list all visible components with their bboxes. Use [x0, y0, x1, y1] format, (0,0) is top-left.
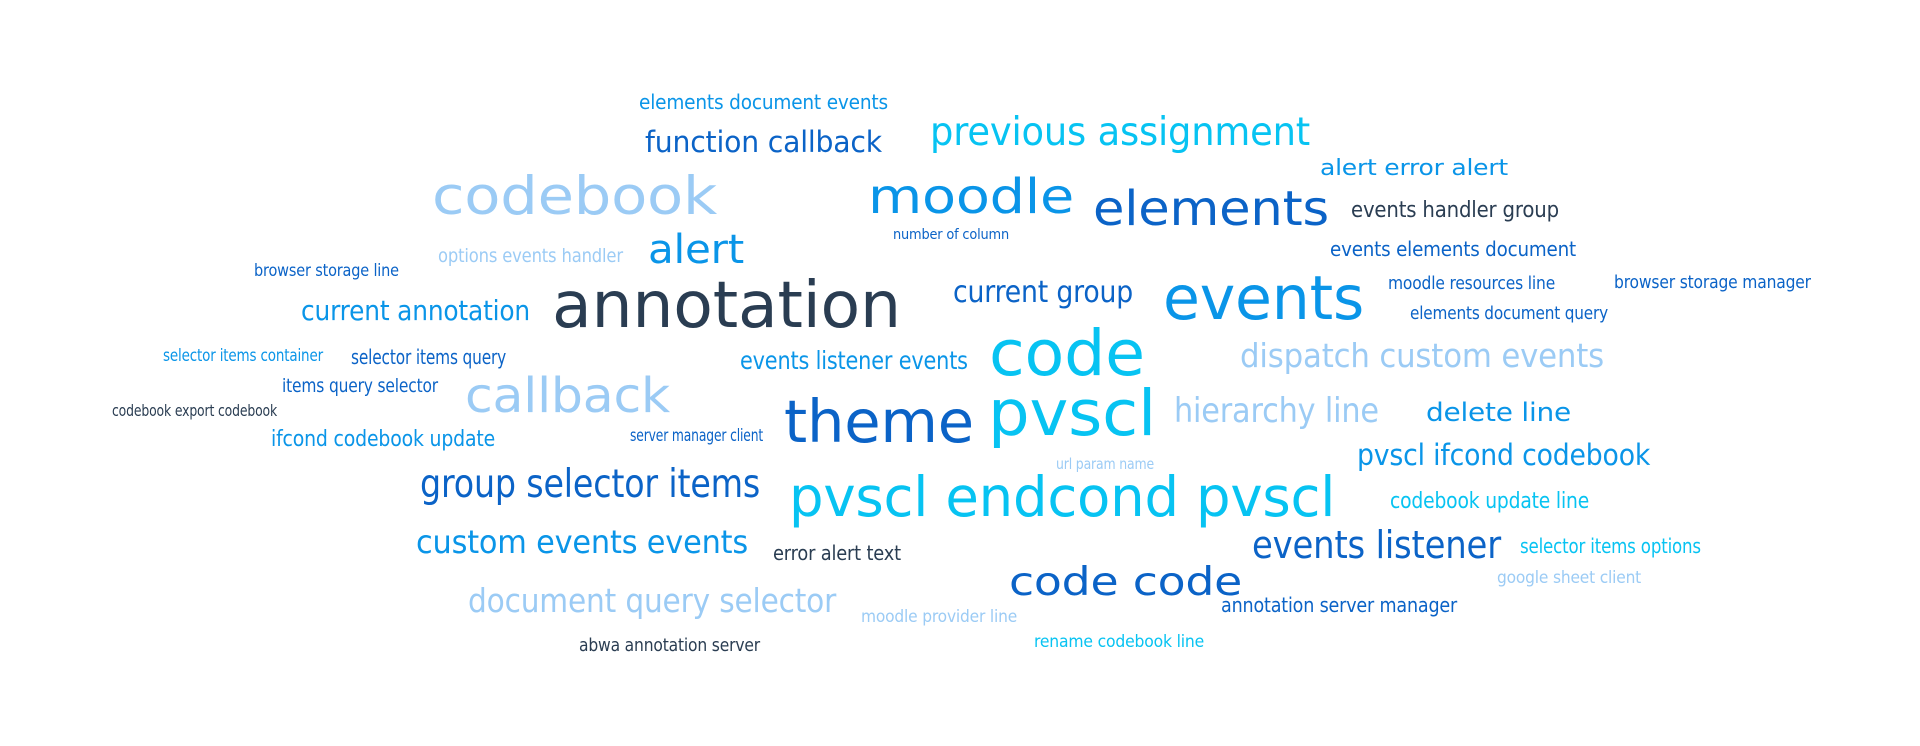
word-pvscl-endcond-pvscl: pvscl endcond pvscl	[789, 465, 1336, 529]
word-browser-storage-line: browser storage line	[254, 261, 399, 281]
word-error-alert-text: error alert text	[773, 541, 901, 565]
word-annotation: annotation	[552, 269, 901, 343]
word-delete-line: delete line	[1426, 398, 1572, 428]
word-annotation-server-manager: annotation server manager	[1221, 593, 1458, 617]
word-moodle: moodle	[868, 169, 1075, 225]
word-previous-assignment: previous assignment	[930, 110, 1311, 155]
word-function-callback: function callback	[645, 125, 882, 159]
word-document-query-selector: document query selector	[468, 581, 837, 620]
word-code-code: code code	[1009, 560, 1243, 605]
word-codebook-update-line: codebook update line	[1390, 489, 1590, 514]
word-current-group: current group	[953, 275, 1134, 310]
word-selector-items-container: selector items container	[163, 346, 323, 366]
word-custom-events-events: custom events events	[416, 523, 748, 561]
word-dispatch-custom-events: dispatch custom events	[1240, 336, 1605, 375]
word-codebook-export-codebook: codebook export codebook	[112, 401, 278, 420]
word-alert-error-alert: alert error alert	[1320, 156, 1508, 181]
word-selector-items-query: selector items query	[351, 345, 507, 369]
word-selector-items-options: selector items options	[1520, 534, 1701, 558]
word-rename-codebook-line: rename codebook line	[1034, 632, 1205, 652]
word-alert: alert	[648, 227, 745, 273]
word-options-events-handler: options events handler	[438, 245, 623, 267]
word-server-manager-client: server manager client	[630, 426, 764, 446]
word-items-query-selector: items query selector	[282, 375, 439, 397]
word-url-param-name: url param name	[1056, 455, 1155, 473]
word-ifcond-codebook-update: ifcond codebook update	[271, 427, 496, 452]
word-callback: callback	[465, 368, 671, 424]
word-number-of-column: number of column	[893, 227, 1009, 243]
word-group-selector-items: group selector items	[420, 462, 761, 507]
word-elements-document-events: elements document events	[639, 90, 888, 114]
word-events-elements-document: events elements document	[1330, 237, 1576, 261]
word-pvscl: pvscl	[988, 377, 1157, 450]
word-events-listener: events listener	[1252, 523, 1501, 567]
word-events: events	[1163, 263, 1365, 334]
word-elements: elements	[1093, 181, 1329, 237]
word-events-handler-group: events handler group	[1351, 198, 1559, 223]
word-hierarchy-line: hierarchy line	[1174, 391, 1379, 431]
word-theme: theme	[784, 387, 974, 456]
word-pvscl-ifcond-codebook: pvscl ifcond codebook	[1357, 438, 1651, 472]
word-events-listener-events: events listener events	[740, 346, 968, 375]
word-abwa-annotation-server: abwa annotation server	[579, 635, 760, 656]
word-moodle-resources-line: moodle resources line	[1388, 273, 1556, 294]
word-current-annotation: current annotation	[301, 294, 530, 327]
word-browser-storage-manager: browser storage manager	[1614, 272, 1811, 293]
word-elements-document-query: elements document query	[1410, 303, 1609, 324]
word-moodle-provider-line: moodle provider line	[861, 607, 1018, 627]
word-code: code	[989, 317, 1145, 390]
word-codebook: codebook	[432, 166, 718, 227]
word-google-sheet-client: google sheet client	[1497, 568, 1642, 588]
